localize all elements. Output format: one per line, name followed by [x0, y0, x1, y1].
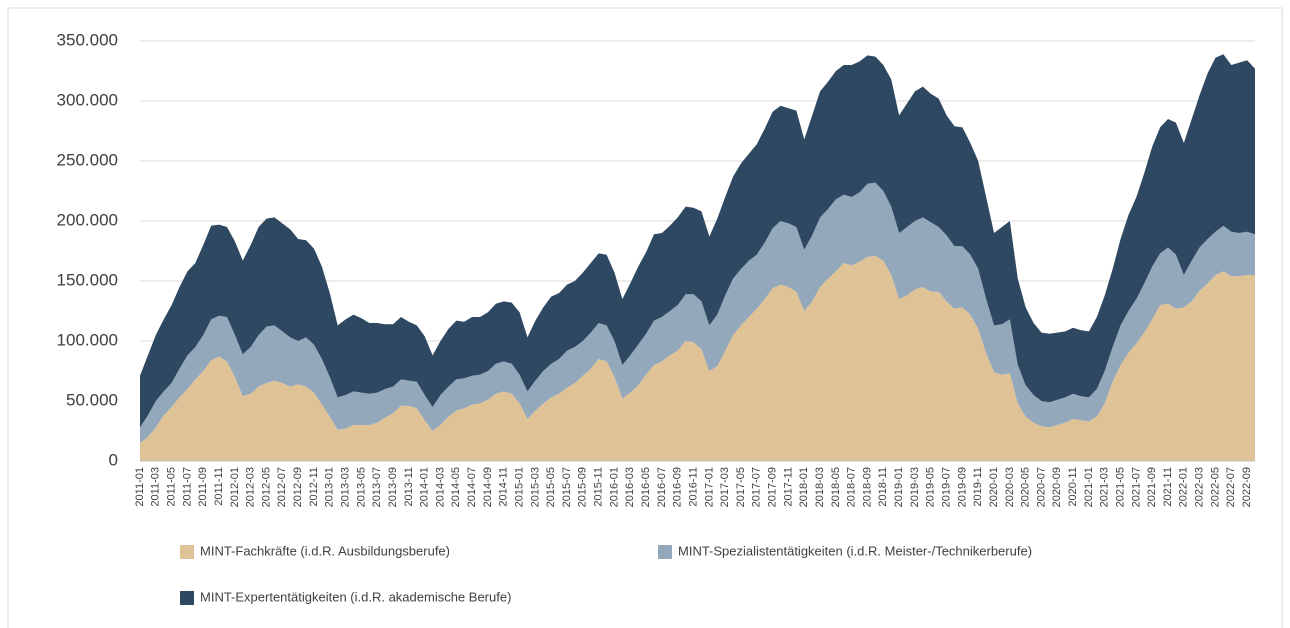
- x-tick-label: 2021-05: [1114, 467, 1126, 507]
- y-tick-label: 100.000: [57, 330, 118, 349]
- x-tick-label: 2013-09: [387, 467, 399, 507]
- y-tick-label: 150.000: [57, 270, 118, 289]
- y-tick-label: 200.000: [57, 210, 118, 229]
- x-tick-label: 2016-09: [672, 467, 684, 507]
- x-tick-label: 2017-11: [782, 467, 794, 507]
- x-tick-label: 2022-07: [1225, 467, 1237, 507]
- x-tick-label: 2013-11: [403, 467, 415, 507]
- x-tick-label: 2016-05: [640, 467, 652, 507]
- x-tick-label: 2022-09: [1241, 467, 1253, 507]
- area: [140, 182, 1255, 443]
- legend-label: MINT-Spezialistentätigkeiten (i.d.R. Mei…: [678, 543, 1032, 558]
- x-tick-label: 2014-11: [498, 467, 510, 507]
- x-tick-label: 2015-05: [545, 467, 557, 507]
- x-tick-label: 2011-05: [166, 467, 178, 507]
- x-tick-label: 2016-11: [687, 467, 699, 507]
- x-tick-label: 2012-07: [276, 467, 288, 507]
- x-tick-label: 2022-03: [1194, 467, 1206, 507]
- x-tick-label: 2021-03: [1099, 467, 1111, 507]
- area: [140, 255, 1255, 461]
- x-tick-label: 2012-11: [308, 467, 320, 507]
- x-tick-label: 2020-05: [1020, 467, 1032, 507]
- x-tick-label: 2019-11: [972, 467, 984, 507]
- x-tick-label: 2020-07: [1035, 467, 1047, 507]
- x-tick-label: 2012-03: [245, 467, 257, 507]
- x-tick-label: 2022-05: [1209, 467, 1221, 507]
- x-tick-label: 2021-01: [1083, 467, 1095, 507]
- x-tick-label: 2018-09: [861, 467, 873, 507]
- x-tick-label: 2019-07: [941, 467, 953, 507]
- y-tick-label: 250.000: [57, 150, 118, 169]
- x-tick-label: 2018-07: [846, 467, 858, 507]
- x-tick-label: 2011-09: [197, 467, 209, 507]
- x-tick-label: 2017-05: [735, 467, 747, 507]
- x-tick-label: 2017-01: [703, 467, 715, 507]
- x-tick-label: 2014-01: [419, 467, 431, 507]
- x-tick-label: 2021-07: [1130, 467, 1142, 507]
- x-tick-label: 2019-05: [925, 467, 937, 507]
- x-tick-label: 2020-11: [1067, 467, 1079, 507]
- x-tick-label: 2011-11: [213, 467, 225, 506]
- x-tick-label: 2013-05: [355, 467, 367, 507]
- legend-label: MINT-Fachkräfte (i.d.R. Ausbildungsberuf…: [200, 543, 450, 558]
- x-tick-label: 2014-07: [466, 467, 478, 507]
- legend-swatch: [180, 591, 194, 605]
- x-tick-label: 2017-07: [751, 467, 763, 507]
- x-tick-label: 2020-03: [1004, 467, 1016, 507]
- x-tick-label: 2020-01: [988, 467, 1000, 507]
- x-tick-label: 2021-09: [1146, 467, 1158, 507]
- x-tick-label: 2017-03: [719, 467, 731, 507]
- legend-label: MINT-Expertentätigkeiten (i.d.R. akademi…: [200, 589, 511, 604]
- y-tick-label: 350.000: [57, 30, 118, 49]
- chart-frame: [7, 7, 1283, 628]
- x-tick-label: 2011-07: [181, 467, 193, 507]
- y-tick-label: 50.000: [66, 390, 118, 409]
- x-tick-label: 2019-09: [956, 467, 968, 507]
- area: [140, 54, 1255, 428]
- x-tick-label: 2018-05: [830, 467, 842, 507]
- x-tick-label: 2013-03: [340, 467, 352, 507]
- x-tick-label: 2012-01: [229, 467, 241, 507]
- y-tick-label: 0: [109, 450, 118, 469]
- x-tick-label: 2017-09: [767, 467, 779, 507]
- x-tick-label: 2012-05: [260, 467, 272, 507]
- x-tick-label: 2013-07: [371, 467, 383, 507]
- x-tick-label: 2015-07: [561, 467, 573, 507]
- legend-swatch: [658, 545, 672, 559]
- x-tick-label: 2018-03: [814, 467, 826, 507]
- x-tick-label: 2018-11: [877, 467, 889, 507]
- x-tick-label: 2016-07: [656, 467, 668, 507]
- legend-swatch: [180, 545, 194, 559]
- x-tick-label: 2014-03: [434, 467, 446, 507]
- x-tick-label: 2020-09: [1051, 467, 1063, 507]
- x-tick-label: 2015-03: [529, 467, 541, 507]
- x-tick-label: 2016-01: [608, 467, 620, 507]
- x-tick-label: 2012-09: [292, 467, 304, 507]
- x-tick-label: 2019-03: [909, 467, 921, 507]
- y-tick-label: 300.000: [57, 90, 118, 109]
- x-tick-label: 2015-01: [513, 467, 525, 507]
- x-tick-label: 2016-03: [624, 467, 636, 507]
- x-tick-label: 2022-01: [1178, 467, 1190, 507]
- x-tick-label: 2014-05: [450, 467, 462, 507]
- x-tick-label: 2019-01: [893, 467, 905, 507]
- x-tick-label: 2011-01: [134, 467, 146, 507]
- x-tick-label: 2014-09: [482, 467, 494, 507]
- x-tick-label: 2021-11: [1162, 467, 1174, 507]
- x-tick-label: 2015-09: [577, 467, 589, 507]
- x-tick-label: 2013-01: [324, 467, 336, 507]
- x-tick-label: 2011-03: [150, 467, 162, 507]
- x-tick-label: 2015-11: [593, 467, 605, 507]
- x-tick-label: 2018-01: [798, 467, 810, 507]
